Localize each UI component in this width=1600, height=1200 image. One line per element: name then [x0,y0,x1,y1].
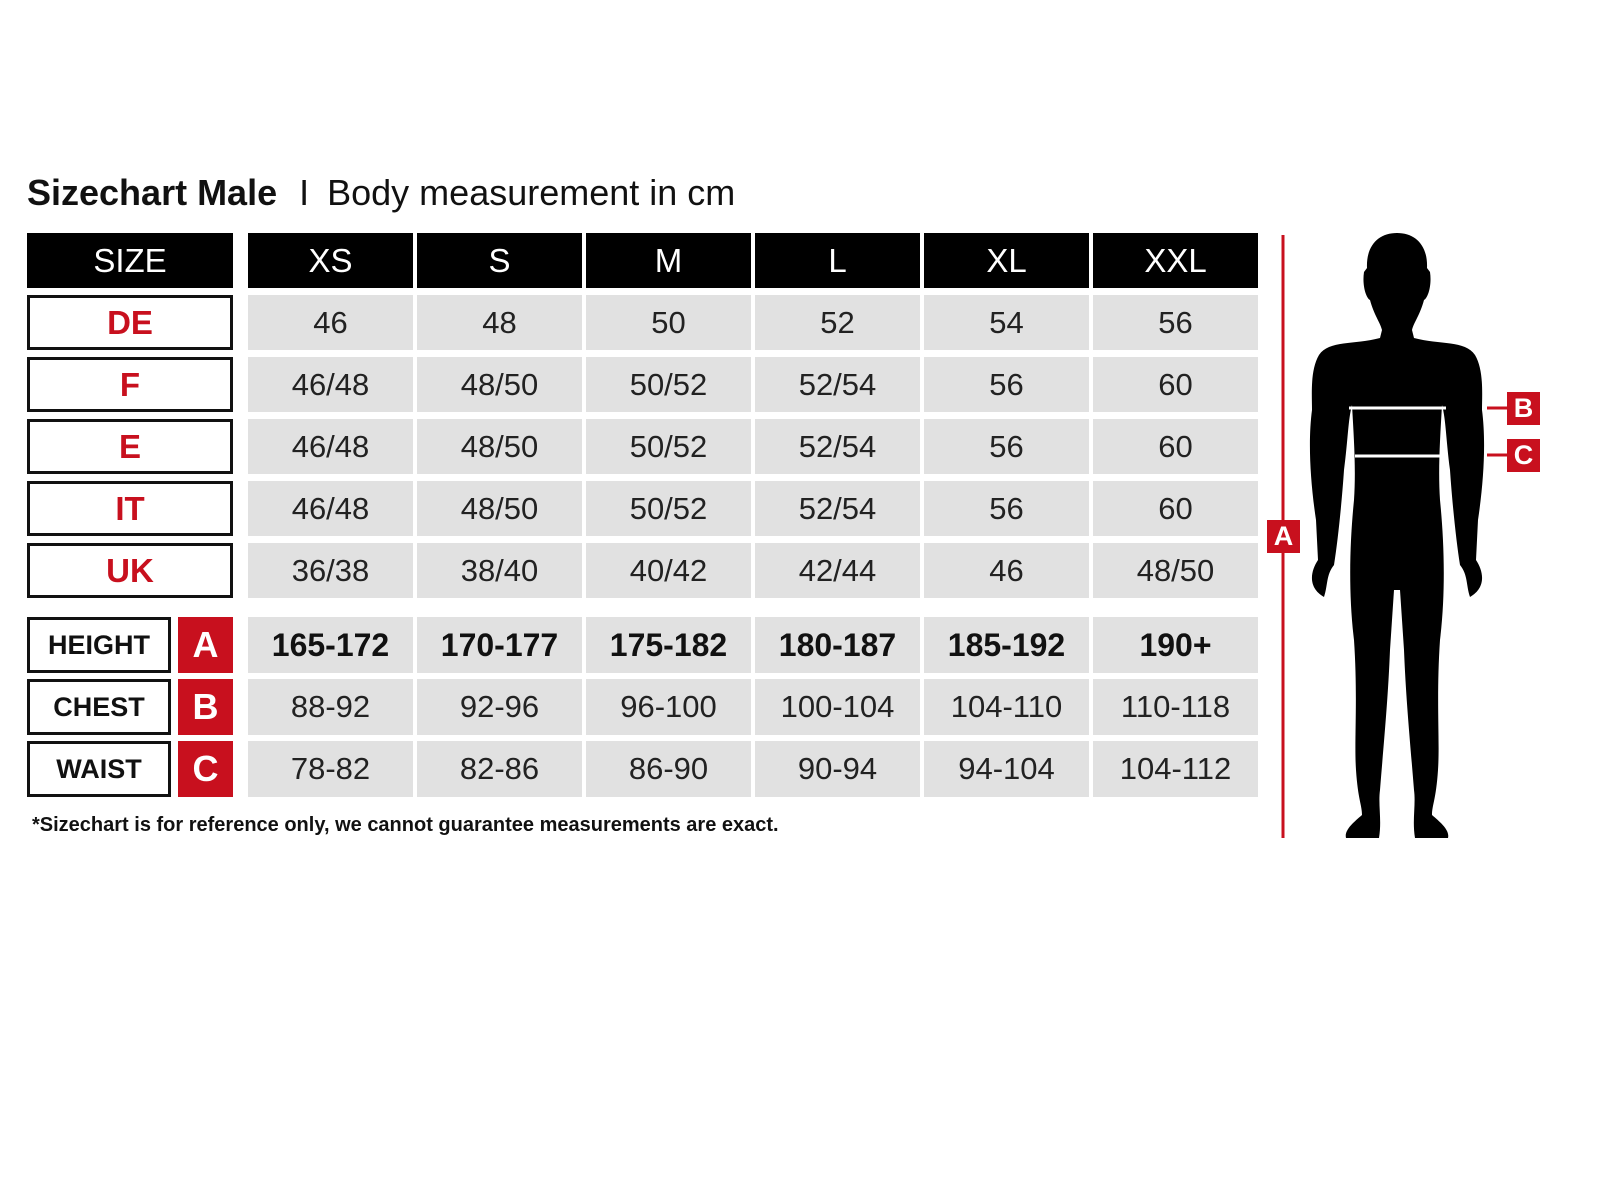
table-cell: 82-86 [417,741,582,797]
table-cell: 48/50 [1093,543,1258,598]
row-label-height: HEIGHT [27,617,171,673]
row-label-it: IT [27,481,233,536]
table-cell: 42/44 [755,543,920,598]
header-size-l: L [755,233,920,288]
row-label-e: E [27,419,233,474]
table-cell: 60 [1093,357,1258,412]
header-size-m: M [586,233,751,288]
table-cell: 175-182 [586,617,751,673]
table-cell: 100-104 [755,679,920,735]
table-cell: 180-187 [755,617,920,673]
table-cell: 54 [924,295,1089,350]
page-title: Sizechart Male I Body measurement in cm [27,172,735,214]
footnote: *Sizechart is for reference only, we can… [32,814,779,836]
measure-letter-b: B [178,679,233,735]
table-cell: 46/48 [248,357,413,412]
table-cell: 86-90 [586,741,751,797]
row-label-f: F [27,357,233,412]
row-label-waist: WAIST [27,741,171,797]
table-cell: 50/52 [586,481,751,536]
table-cell: 36/38 [248,543,413,598]
row-label-uk: UK [27,543,233,598]
table-cell: 110-118 [1093,679,1258,735]
table-cell: 48 [417,295,582,350]
title-subtitle: Body measurement in cm [327,172,736,213]
table-cell: 52/54 [755,481,920,536]
table-cell: 104-112 [1093,741,1258,797]
table-cell: 185-192 [924,617,1089,673]
table-cell: 50/52 [586,357,751,412]
table-cell: 46/48 [248,481,413,536]
waist-tag: C [1507,439,1540,472]
table-cell: 46 [248,295,413,350]
table-cell: 48/50 [417,481,582,536]
table-cell: 92-96 [417,679,582,735]
row-label-de: DE [27,295,233,350]
table-cell: 46/48 [248,419,413,474]
row-label-chest: CHEST [27,679,171,735]
header-size-xl: XL [924,233,1089,288]
measure-letter-a: A [178,617,233,673]
measure-letter-c: C [178,741,233,797]
chest-tag: B [1507,392,1540,425]
table-cell: 48/50 [417,357,582,412]
table-cell: 165-172 [248,617,413,673]
table-cell: 60 [1093,481,1258,536]
header-size-label: SIZE [27,233,233,288]
table-cell: 190+ [1093,617,1258,673]
table-cell: 40/42 [586,543,751,598]
header-size-xxl: XXL [1093,233,1258,288]
table-cell: 52 [755,295,920,350]
table-cell: 78-82 [248,741,413,797]
table-cell: 56 [1093,295,1258,350]
table-cell: 38/40 [417,543,582,598]
height-tag: A [1267,520,1300,553]
table-cell: 50/52 [586,419,751,474]
header-size-s: S [417,233,582,288]
table-cell: 88-92 [248,679,413,735]
table-cell: 60 [1093,419,1258,474]
table-cell: 104-110 [924,679,1089,735]
table-cell: 56 [924,481,1089,536]
table-cell: 48/50 [417,419,582,474]
table-cell: 94-104 [924,741,1089,797]
title-separator: I [299,172,310,213]
table-cell: 170-177 [417,617,582,673]
table-cell: 56 [924,357,1089,412]
title-bold: Sizechart Male [27,172,278,213]
silhouette-icon [1309,233,1485,838]
table-cell: 52/54 [755,357,920,412]
table-cell: 90-94 [755,741,920,797]
table-cell: 96-100 [586,679,751,735]
table-cell: 46 [924,543,1089,598]
table-cell: 52/54 [755,419,920,474]
table-cell: 50 [586,295,751,350]
table-cell: 56 [924,419,1089,474]
header-size-xs: XS [248,233,413,288]
